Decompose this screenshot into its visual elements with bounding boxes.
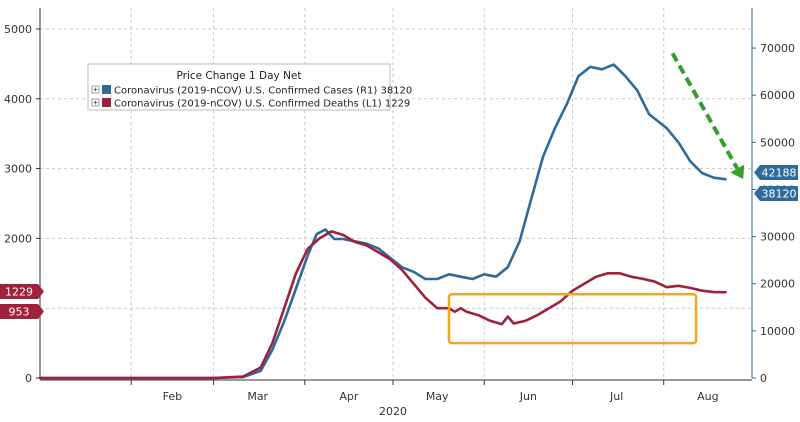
highlight-box <box>447 292 698 345</box>
y-right-tick-label-6: 60000 <box>760 89 795 102</box>
left-price-tag-bg-0 <box>0 284 38 299</box>
x-tick-label-aug: Aug <box>697 390 718 403</box>
right-price-tag-label-1: 38120 <box>762 188 797 201</box>
y-right-tick-label-0: 0 <box>760 372 767 385</box>
right-price-tag-bg-0 <box>760 165 798 180</box>
left-price-tag-bg-1 <box>0 304 38 319</box>
right-price-tag-pointer-1 <box>754 186 760 201</box>
x-tick-label-may: May <box>426 390 449 403</box>
series-lines <box>38 63 727 380</box>
right-price-tag-pointer-0 <box>754 165 760 180</box>
y-right-tick-label-5: 50000 <box>760 136 795 149</box>
y-left-tick-label-2: 2000 <box>4 232 32 245</box>
right-price-tag-bg-1 <box>760 186 798 201</box>
legend-entry-label-0: Coronavirus (2019-nCOV) U.S. Confirmed C… <box>114 86 412 97</box>
trend-arrow-shaft <box>670 52 740 170</box>
legend-entry-label-1: Coronavirus (2019-nCOV) U.S. Confirmed D… <box>114 99 410 110</box>
y-left-tick-label-5: 5000 <box>4 23 32 36</box>
y-right-tick-label-3: 30000 <box>760 231 795 244</box>
grid-lines <box>40 8 752 378</box>
legend-box <box>87 63 391 111</box>
price-tags: 1229 953 42188 38120 <box>0 165 798 319</box>
left-price-tag-label-0: 1229 <box>5 286 33 299</box>
y-left-tick-label-3: 3000 <box>4 163 32 176</box>
x-tick-label-jun: Jun <box>519 390 537 403</box>
legend: Price Change 1 Day Net Coronavirus (2019-… <box>87 63 412 111</box>
y-right-tick-label-1: 10000 <box>760 325 795 338</box>
x-axis-year-label: 2020 <box>379 405 407 418</box>
annotations <box>447 52 745 345</box>
right-price-tag-label-0: 42188 <box>762 167 797 180</box>
x-tick-label-mar: Mar <box>247 390 268 403</box>
legend-title: Price Change 1 Day Net <box>176 70 301 82</box>
y-left-tick-label-0: 0 <box>25 372 32 385</box>
left-price-tag-pointer-1 <box>38 304 44 319</box>
trend-arrow-head <box>730 164 745 180</box>
x-tick-label-apr: Apr <box>339 390 359 403</box>
x-tick-label-jul: Jul <box>609 390 623 403</box>
left-price-tag-label-1: 953 <box>9 306 30 319</box>
legend-swatch-0 <box>102 85 111 94</box>
series-line-confirmed-deaths <box>38 230 727 380</box>
x-tick-label-feb: Feb <box>163 390 182 403</box>
legend-swatch-1 <box>102 98 111 107</box>
left-price-tag-pointer-0 <box>38 284 44 299</box>
y-right-tick-label-7: 70000 <box>760 42 795 55</box>
y-left-tick-label-4: 4000 <box>4 93 32 106</box>
y-right-tick-label-2: 20000 <box>760 278 795 291</box>
series-line-confirmed-cases <box>38 63 727 380</box>
